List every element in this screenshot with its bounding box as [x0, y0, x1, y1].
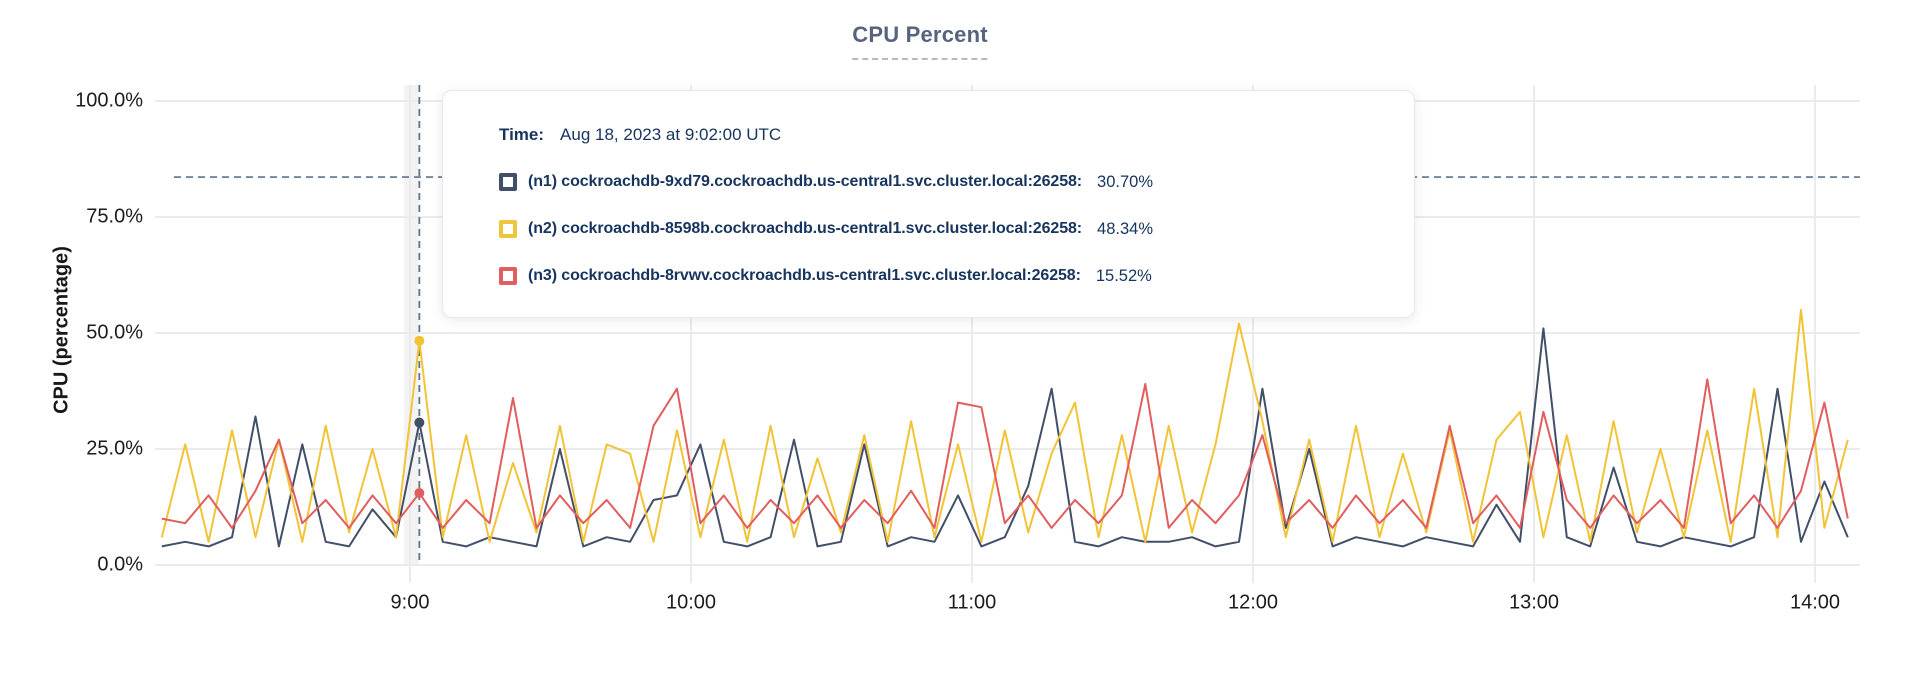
y-tick-label: 50.0% [86, 321, 143, 344]
series-swatch-icon [499, 173, 517, 191]
tooltip-series-label: (n3) cockroachdb-8rvwv.cockroachdb.us-ce… [528, 267, 1081, 284]
tooltip-series-value: 30.70% [1097, 172, 1153, 191]
chart-header: CPU Percent [852, 22, 988, 60]
hover-dot-n1 [414, 417, 425, 428]
hover-dot-n2 [414, 335, 425, 346]
y-tick-label: 75.0% [86, 205, 143, 228]
x-tick-label: 12:00 [1227, 591, 1279, 614]
y-tick-label: 100.0% [75, 89, 143, 112]
x-tick-label: 9:00 [390, 591, 430, 614]
tooltip-time-label: Time: [499, 125, 545, 144]
x-tick-label: 11:00 [947, 591, 997, 614]
x-tick-label: 14:00 [1789, 591, 1841, 614]
x-tick-label: 10:00 [665, 591, 717, 614]
series-line-n3 [161, 378, 1849, 529]
tooltip-series-row: (n2) cockroachdb-8598b.cockroachdb.us-ce… [499, 219, 1414, 239]
hover-dot-n3 [414, 487, 425, 498]
tooltip-time-row: Time: Aug 18, 2023 at 9:02:00 UTC [499, 125, 1414, 145]
tooltip-series-label: (n1) cockroachdb-9xd79.cockroachdb.us-ce… [528, 173, 1083, 190]
series-line-n2 [160, 308, 1849, 543]
tooltip-time-value: Aug 18, 2023 at 9:02:00 UTC [560, 125, 782, 144]
page-title: CPU Percent [852, 22, 988, 60]
tooltip-series-value: 15.52% [1095, 266, 1152, 285]
tooltip-series-label: (n2) cockroachdb-8598b.cockroachdb.us-ce… [528, 220, 1083, 237]
tooltip-series-row: (n1) cockroachdb-9xd79.cockroachdb.us-ce… [499, 172, 1414, 192]
tooltip-series-value: 48.34% [1097, 219, 1153, 238]
y-tick-label: 25.0% [86, 437, 143, 460]
series-swatch-icon [499, 220, 517, 238]
x-tick-label: 13:00 [1508, 591, 1560, 614]
series-line-n1 [161, 327, 1849, 548]
series-swatch-icon [499, 267, 517, 285]
y-tick-label: 0.0% [97, 553, 143, 576]
tooltip-series-row: (n3) cockroachdb-8rvwv.cockroachdb.us-ce… [499, 266, 1414, 286]
chart-tooltip: Time: Aug 18, 2023 at 9:02:00 UTC (n1) c… [442, 90, 1415, 318]
